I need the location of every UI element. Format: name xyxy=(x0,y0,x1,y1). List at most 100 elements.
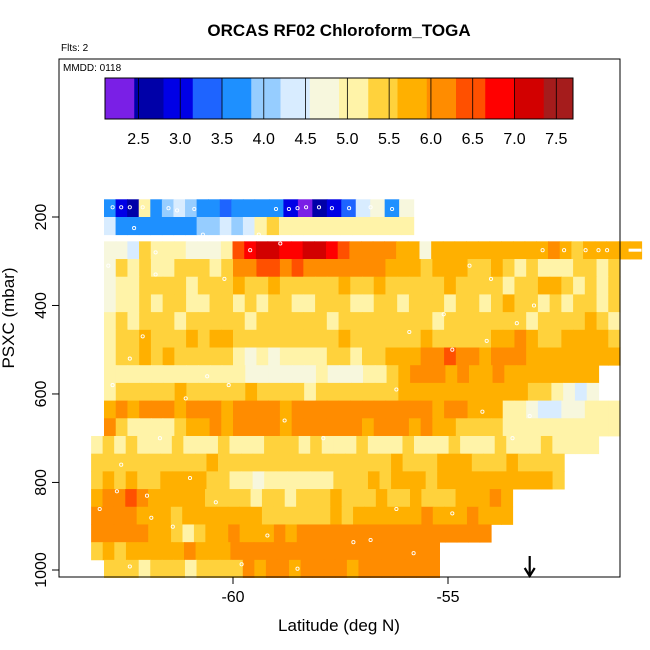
heatmap-cell xyxy=(387,489,400,508)
data-point-marker xyxy=(153,250,158,255)
heatmap-cell xyxy=(198,365,211,384)
heatmap-cell xyxy=(185,241,199,260)
heatmap-cell xyxy=(264,471,277,490)
heatmap-cell xyxy=(404,542,417,561)
heatmap-cell xyxy=(91,453,104,472)
heatmap-cell xyxy=(280,365,293,384)
heatmap-cell xyxy=(244,294,258,313)
heatmap-cell xyxy=(502,294,516,313)
heatmap-cell xyxy=(373,276,387,295)
heatmap-cell xyxy=(367,435,380,455)
heatmap-cell xyxy=(253,542,266,561)
heatmap-cell xyxy=(479,276,492,295)
heatmap-cell xyxy=(139,241,152,260)
heatmap-cell xyxy=(492,365,505,384)
heatmap-cell xyxy=(174,418,187,437)
heatmap-cell xyxy=(239,524,252,543)
heatmap-cell xyxy=(551,365,564,384)
heatmap-cell xyxy=(342,524,355,543)
heatmap-cell xyxy=(526,418,539,437)
heatmap-cell xyxy=(162,294,175,313)
heatmap-cell xyxy=(480,382,494,401)
heatmap-cell xyxy=(279,294,293,313)
heatmap-cell xyxy=(529,471,542,490)
heatmap-cell xyxy=(268,347,281,366)
heatmap-cell xyxy=(127,365,140,384)
heatmap-cell xyxy=(457,365,470,384)
heatmap-cell xyxy=(392,542,406,561)
arrow-annotation xyxy=(523,556,536,579)
heatmap-cell xyxy=(586,435,600,455)
heatmap-cell xyxy=(344,435,357,455)
heatmap-cell xyxy=(138,217,151,236)
heatmap-cell xyxy=(250,489,263,508)
heatmap-cell xyxy=(268,382,282,401)
heatmap-cell xyxy=(292,382,305,401)
heatmap-cell xyxy=(561,276,574,295)
heatmap-cell xyxy=(315,329,328,348)
heatmap-cell xyxy=(584,312,598,331)
heatmap-cell xyxy=(393,559,406,578)
heatmap-cell xyxy=(193,524,206,543)
heatmap-cell xyxy=(549,294,562,313)
heatmap-cell xyxy=(174,347,187,366)
heatmap-cell xyxy=(233,276,246,295)
heatmap-cell xyxy=(279,259,293,278)
heatmap-cell xyxy=(162,276,175,295)
heatmap-cell xyxy=(455,276,469,295)
y-tick-label: 1000 xyxy=(33,552,50,588)
heatmap-cell xyxy=(350,312,363,331)
heatmap-cell xyxy=(397,400,410,419)
heatmap-cell xyxy=(150,329,164,348)
heatmap-cell xyxy=(125,435,138,455)
heatmap-cell xyxy=(91,542,104,561)
data-point-marker xyxy=(166,206,171,211)
heatmap-cell xyxy=(298,435,311,455)
heatmap-cell xyxy=(125,489,138,508)
heatmap-cell xyxy=(573,276,586,295)
heatmap-cell xyxy=(318,506,331,525)
heatmap-cell xyxy=(561,294,574,313)
heatmap-cell xyxy=(397,276,410,295)
heatmap-cell xyxy=(104,559,117,578)
heatmap-cell xyxy=(432,259,445,278)
heatmap-cell xyxy=(127,382,140,401)
heatmap-cell xyxy=(420,418,433,437)
heatmap-cell xyxy=(208,199,221,218)
heatmap-cell xyxy=(361,241,374,260)
heatmap-cell xyxy=(255,241,269,260)
heatmap-cell xyxy=(456,524,469,543)
heatmap-cell xyxy=(127,199,140,218)
colorbar-tick-label: 7.0 xyxy=(503,131,525,148)
data-point-marker xyxy=(175,208,180,213)
heatmap-cell xyxy=(221,347,234,366)
heatmap-cell xyxy=(350,259,363,278)
heatmap-cell xyxy=(254,559,267,578)
heatmap-cell xyxy=(467,347,480,366)
heatmap-cell xyxy=(104,276,117,295)
heatmap-cell xyxy=(419,241,432,260)
heatmap-cell xyxy=(221,365,235,384)
heatmap-cell xyxy=(390,435,404,455)
heatmap-cell xyxy=(410,382,423,401)
heatmap-cell xyxy=(326,241,339,260)
heatmap-cell xyxy=(468,365,482,384)
heatmap-cell xyxy=(150,259,164,278)
heatmap-cell xyxy=(104,259,117,278)
heatmap-cell xyxy=(362,312,375,331)
heatmap-cell xyxy=(541,453,554,472)
heatmap-cell xyxy=(160,542,173,561)
data-point-marker xyxy=(114,489,119,494)
heatmap-cell xyxy=(362,418,375,437)
heatmap-cell xyxy=(139,329,152,348)
heatmap-cell xyxy=(291,347,304,366)
y-axis-label: PSXC (mbar) xyxy=(0,267,18,368)
heatmap-cell xyxy=(104,199,117,218)
heatmap-cell xyxy=(242,542,255,561)
data-point-marker xyxy=(467,263,472,268)
heatmap-cell xyxy=(221,418,234,437)
heatmap-cell xyxy=(159,489,172,508)
data-point-marker xyxy=(394,506,399,512)
heatmap-cell xyxy=(280,382,293,401)
heatmap-cell xyxy=(444,294,457,313)
